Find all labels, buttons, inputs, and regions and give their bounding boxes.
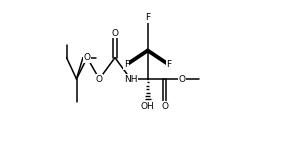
Text: NH: NH [124,75,137,83]
Text: O: O [161,102,168,111]
Text: F: F [124,60,129,69]
Text: O: O [96,75,103,83]
Text: O: O [111,29,118,38]
Text: F: F [166,60,172,69]
Text: O: O [84,53,91,62]
Text: OH: OH [141,102,154,111]
Text: F: F [145,13,150,22]
Text: O: O [178,75,185,83]
